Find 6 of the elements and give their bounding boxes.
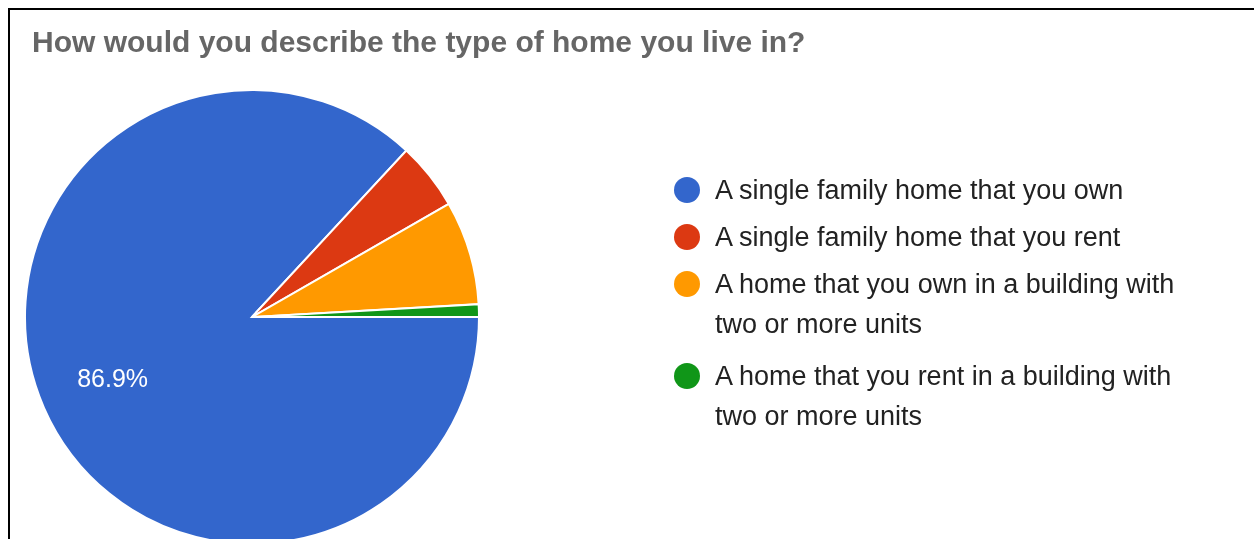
legend-label: A single family home that you own [715, 175, 1124, 205]
legend-label: A home that you rent in a building with two or more units [715, 361, 1172, 431]
legend-label: A home that you own in a building with two or more units [715, 269, 1175, 339]
chart-title: How would you describe the type of home you live in? [32, 25, 806, 58]
legend-label: A single family home that you rent [715, 222, 1121, 252]
data-label: 86.9% [77, 363, 149, 392]
